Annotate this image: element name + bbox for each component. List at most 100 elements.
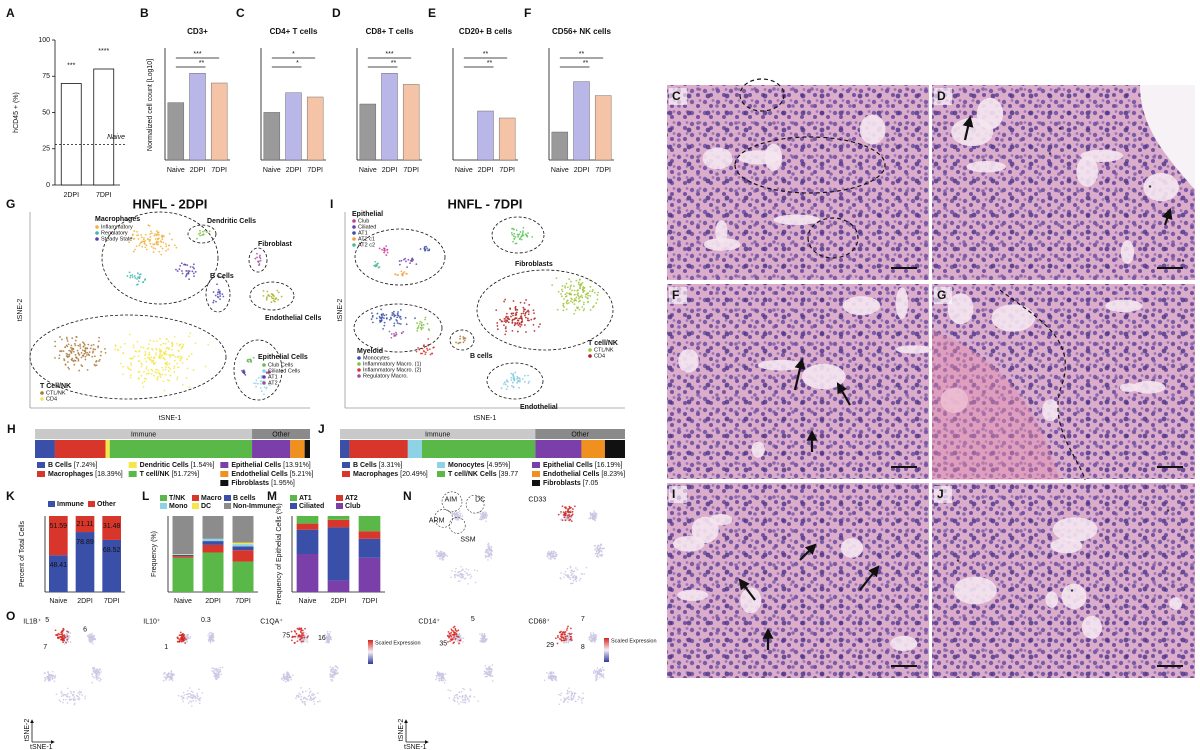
cell-dot: [485, 671, 488, 673]
cell-dot: [597, 291, 599, 294]
cell-dot: [95, 676, 98, 678]
cell-dot: [91, 681, 94, 684]
cell-dot: [171, 238, 173, 241]
cell-dot: [423, 344, 425, 347]
cell-dot: [184, 642, 187, 644]
cell-dot: [563, 576, 565, 579]
cell-dot: [211, 667, 213, 669]
cell-dot: [596, 670, 598, 673]
cell-dot: [552, 556, 554, 559]
cell-dot: [191, 705, 193, 707]
legend-swatch: [224, 495, 231, 501]
cell-dot: [62, 694, 65, 697]
airspace: [1132, 380, 1166, 394]
cell-dot: [528, 303, 531, 306]
cell-dot: [173, 367, 176, 370]
cell-dot: [98, 680, 101, 682]
cell-dot: [443, 556, 445, 558]
cell-dot: [244, 373, 247, 376]
cell-dot: [457, 580, 460, 582]
cell-dot: [306, 641, 309, 643]
cell-dot: [220, 673, 222, 676]
cell-dot: [173, 359, 176, 362]
cell-dot: [64, 363, 67, 366]
cell-dot: [564, 286, 567, 289]
cell-dot: [483, 632, 486, 635]
cell-dot: [488, 544, 490, 547]
legend-value: [4.95%]: [487, 462, 511, 469]
legend-swatch: [220, 462, 229, 468]
cell-dot: [164, 342, 167, 345]
cell-dot: [600, 670, 603, 672]
cell-dot: [543, 679, 546, 682]
cell-dot: [162, 679, 165, 682]
cell-dot: [49, 679, 51, 681]
cell-dot: [456, 694, 459, 696]
cell-dot: [383, 251, 386, 254]
cell-dot: [122, 352, 124, 355]
cell-dot: [274, 298, 276, 301]
cell-dot: [182, 691, 185, 694]
cell-dot: [183, 694, 186, 696]
cell-dot: [124, 231, 127, 234]
cell-dot: [470, 575, 473, 578]
airspace: [751, 441, 765, 458]
cell-dot: [196, 237, 198, 240]
cell-dot: [523, 374, 526, 377]
cell-dot: [579, 278, 581, 281]
data-label: 78.89: [76, 539, 94, 546]
cell-dot: [75, 356, 77, 359]
cell-dot: [594, 514, 596, 517]
stack-segment: [296, 529, 319, 554]
cell-dot: [481, 632, 483, 635]
cell-dot: [504, 317, 507, 319]
cell-dot: [468, 700, 470, 703]
cell-dot: [219, 298, 221, 301]
cell-dot: [217, 288, 220, 291]
cell-dot: [568, 507, 571, 510]
cell-dot: [104, 352, 107, 354]
cell-dot: [442, 673, 445, 675]
cell-dot: [400, 318, 402, 320]
cell-dot: [84, 697, 86, 700]
cluster-outline: [476, 269, 614, 351]
cell-dot: [139, 273, 142, 275]
airspace: [1050, 537, 1083, 554]
cell-dot: [95, 674, 98, 677]
cell-dot: [449, 689, 452, 692]
cell-dot: [435, 678, 437, 681]
cell-dot: [386, 249, 388, 251]
airspace: [1061, 583, 1087, 610]
tissue-nuclei: [667, 483, 929, 678]
airspace: [801, 363, 846, 390]
map-annotation: AIM: [445, 496, 458, 503]
cell-dot: [483, 673, 486, 675]
cell-dot: [587, 300, 590, 303]
cell-dot: [120, 362, 122, 365]
cell-dot: [568, 519, 571, 522]
cell-dot: [579, 295, 582, 298]
cell-dot: [588, 638, 591, 641]
cell-dot: [560, 510, 562, 513]
cell-dot: [511, 385, 513, 387]
cell-dot: [571, 301, 574, 304]
cell-dot: [175, 268, 177, 271]
cell-dot: [573, 694, 575, 696]
cell-dot: [512, 373, 515, 376]
cell-dot: [424, 249, 426, 252]
cell-dot: [595, 547, 598, 549]
cell-dot: [292, 635, 295, 638]
legend-label: Steady State: [101, 236, 133, 242]
airspace: [840, 538, 864, 558]
cell-dot: [566, 627, 569, 630]
cell-dot: [553, 675, 556, 678]
cell-dot: [483, 636, 485, 638]
cell-dot: [176, 362, 179, 365]
group-header: [535, 429, 625, 439]
cell-dot: [424, 316, 427, 319]
cell-dot: [594, 675, 597, 678]
cell-dot: [562, 304, 565, 307]
cell-dot: [303, 702, 306, 705]
cell-dot: [144, 240, 147, 242]
cell-dot: [191, 694, 194, 696]
